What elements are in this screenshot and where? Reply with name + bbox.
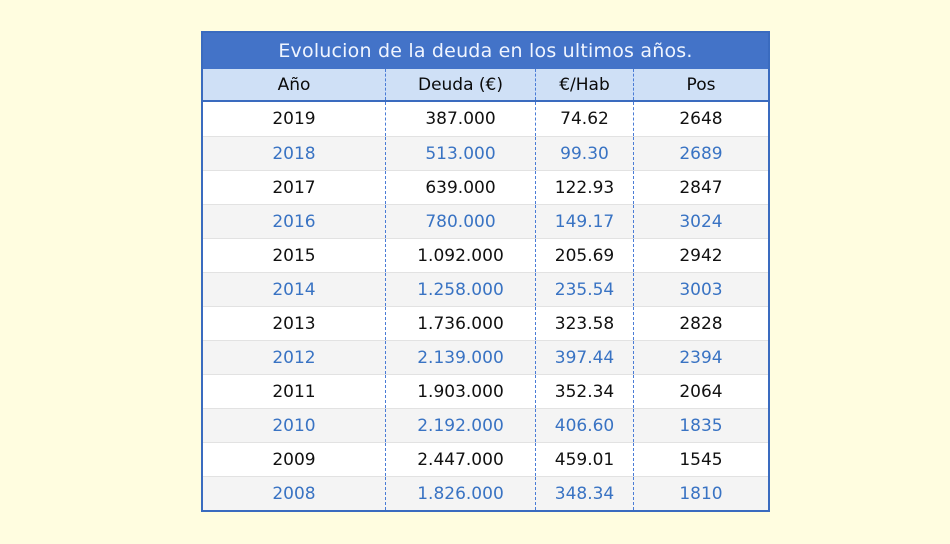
cell-pos: 2064 bbox=[633, 375, 768, 408]
column-header-eur-hab: €/Hab bbox=[535, 69, 633, 100]
cell-year: 2010 bbox=[272, 415, 316, 436]
table-row: 2014 1.258.000 235.54 3003 bbox=[203, 272, 768, 306]
cell-debt: 513.000 bbox=[385, 137, 535, 170]
column-header-pos: Pos bbox=[633, 69, 768, 100]
table-row: 2011 1.903.000 352.34 2064 bbox=[203, 374, 768, 408]
cell-year: 2016 bbox=[272, 211, 316, 232]
cell-year: 2012 bbox=[272, 347, 316, 368]
cell-pos: 1835 bbox=[633, 409, 768, 442]
table-title: Evolucion de la deuda en los ultimos año… bbox=[203, 33, 768, 69]
cell-year: 2009 bbox=[272, 449, 316, 470]
cell-year: 2015 bbox=[272, 245, 316, 266]
cell-year: 2019 bbox=[272, 109, 316, 129]
cell-year: 2011 bbox=[272, 381, 316, 402]
cell-pos: 3003 bbox=[633, 273, 768, 306]
cell-debt: 780.000 bbox=[385, 205, 535, 238]
cell-debt: 1.092.000 bbox=[385, 239, 535, 272]
cell-pos: 2689 bbox=[633, 137, 768, 170]
cell-debt: 2.139.000 bbox=[385, 341, 535, 374]
cell-debt: 1.903.000 bbox=[385, 375, 535, 408]
cell-eur-hab: 149.17 bbox=[535, 205, 633, 238]
cell-eur-hab: 352.34 bbox=[535, 375, 633, 408]
table-row: 2008 1.826.000 348.34 1810 bbox=[203, 476, 768, 510]
cell-pos: 2942 bbox=[633, 239, 768, 272]
cell-debt: 2.447.000 bbox=[385, 443, 535, 476]
table-header-row: Año Deuda (€) €/Hab Pos bbox=[203, 69, 768, 102]
cell-eur-hab: 235.54 bbox=[535, 273, 633, 306]
table-row: 2009 2.447.000 459.01 1545 bbox=[203, 442, 768, 476]
table-row: 2019 387.000 74.62 2648 bbox=[203, 102, 768, 136]
table-row: 2013 1.736.000 323.58 2828 bbox=[203, 306, 768, 340]
cell-eur-hab: 205.69 bbox=[535, 239, 633, 272]
table-body: 2019 387.000 74.62 2648 2018 513.000 99.30 2689… bbox=[203, 102, 768, 510]
table-row: 2012 2.139.000 397.44 2394 bbox=[203, 340, 768, 374]
cell-eur-hab: 348.34 bbox=[535, 477, 633, 510]
cell-debt: 1.258.000 bbox=[385, 273, 535, 306]
cell-pos: 2847 bbox=[633, 171, 768, 204]
cell-year: 2014 bbox=[272, 279, 316, 300]
cell-pos: 1810 bbox=[633, 477, 768, 510]
cell-pos: 2648 bbox=[633, 102, 768, 136]
cell-eur-hab: 99.30 bbox=[535, 137, 633, 170]
column-header-ano: Año bbox=[277, 74, 311, 95]
cell-year: 2017 bbox=[272, 177, 316, 198]
cell-debt: 1.826.000 bbox=[385, 477, 535, 510]
cell-eur-hab: 323.58 bbox=[535, 307, 633, 340]
cell-eur-hab: 397.44 bbox=[535, 341, 633, 374]
cell-debt: 387.000 bbox=[385, 102, 535, 136]
table-row: 2018 513.000 99.30 2689 bbox=[203, 136, 768, 170]
column-header-deuda: Deuda (€) bbox=[385, 69, 535, 100]
cell-pos: 3024 bbox=[633, 205, 768, 238]
debt-evolution-table: Evolucion de la deuda en los ultimos año… bbox=[201, 31, 770, 512]
cell-year: 2008 bbox=[272, 483, 316, 504]
table-row: 2017 639.000 122.93 2847 bbox=[203, 170, 768, 204]
cell-pos: 2394 bbox=[633, 341, 768, 374]
cell-debt: 2.192.000 bbox=[385, 409, 535, 442]
cell-year: 2018 bbox=[272, 143, 316, 164]
cell-pos: 2828 bbox=[633, 307, 768, 340]
cell-debt: 639.000 bbox=[385, 171, 535, 204]
cell-eur-hab: 459.01 bbox=[535, 443, 633, 476]
table-row: 2015 1.092.000 205.69 2942 bbox=[203, 238, 768, 272]
cell-pos: 1545 bbox=[633, 443, 768, 476]
table-row: 2010 2.192.000 406.60 1835 bbox=[203, 408, 768, 442]
cell-eur-hab: 406.60 bbox=[535, 409, 633, 442]
cell-eur-hab: 122.93 bbox=[535, 171, 633, 204]
cell-year: 2013 bbox=[272, 313, 316, 334]
cell-debt: 1.736.000 bbox=[385, 307, 535, 340]
cell-eur-hab: 74.62 bbox=[535, 102, 633, 136]
table-row: 2016 780.000 149.17 3024 bbox=[203, 204, 768, 238]
